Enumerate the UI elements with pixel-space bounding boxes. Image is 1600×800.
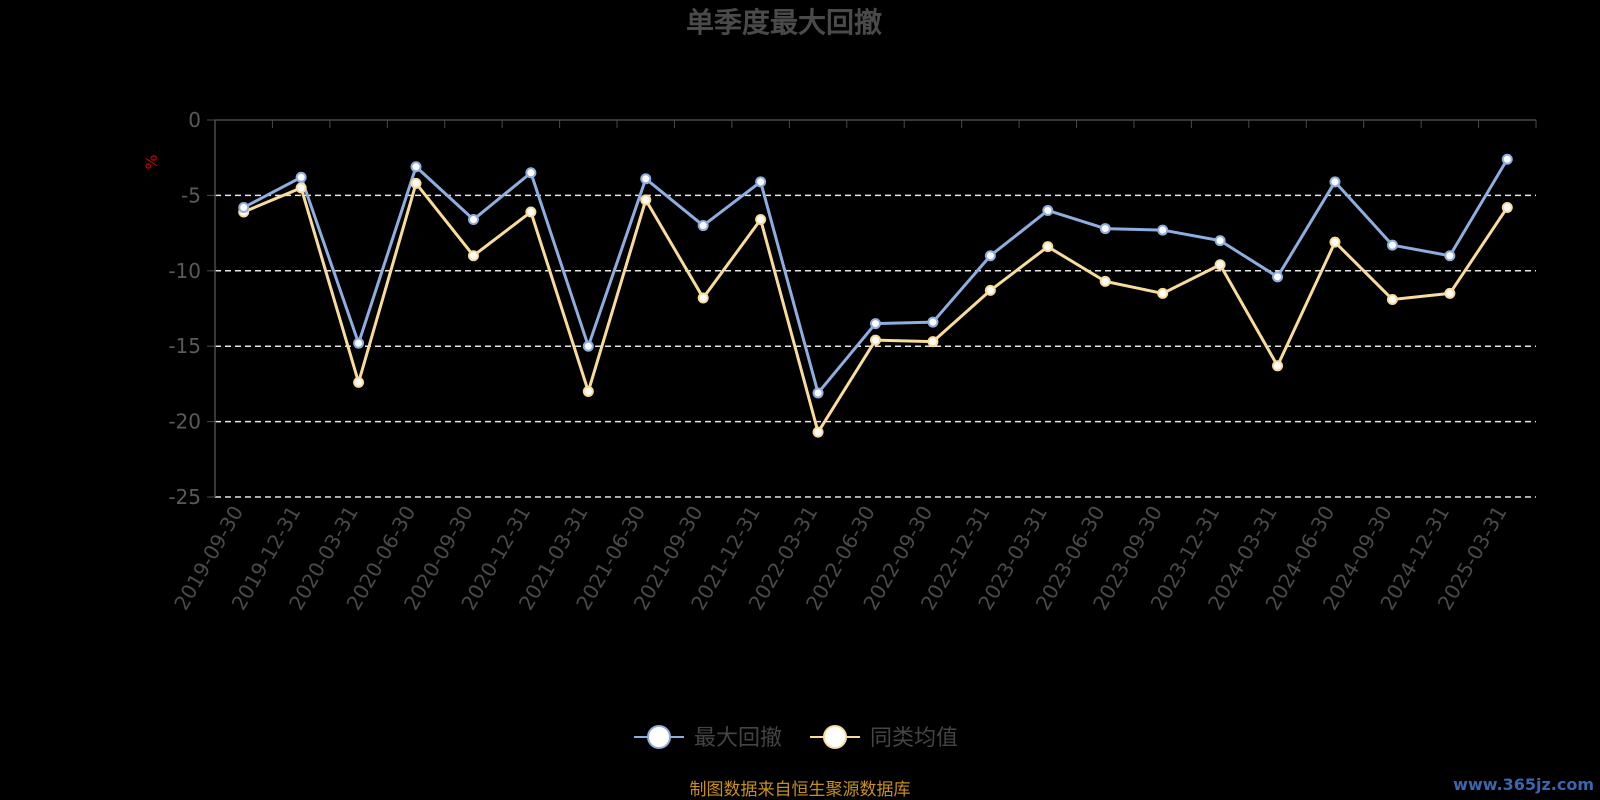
data-point[interactable] [467,250,479,262]
y-tick-label: -10 [168,259,201,283]
data-point[interactable] [582,385,594,397]
series-group [238,153,1513,438]
data-point[interactable] [812,387,824,399]
data-point[interactable] [697,292,709,304]
data-point[interactable] [1501,201,1513,213]
data-point[interactable] [812,426,824,438]
y-tick-labels: 0 -5 -10 -15 -20 -25 [168,108,201,509]
data-point[interactable] [1444,250,1456,262]
legend-label-drawdown: 最大回撤 [694,726,782,751]
y-tick-label: -5 [181,183,201,207]
legend-item-peer-average[interactable]: 同类均值 [810,725,958,751]
series-line-1 [243,181,1509,434]
data-point[interactable] [1501,153,1513,165]
data-point[interactable] [1329,176,1341,188]
data-point[interactable] [1042,204,1054,216]
legend[interactable]: 最大回撤 同类均值 [634,725,958,751]
data-point[interactable] [353,337,365,349]
data-point[interactable] [467,214,479,226]
data-point[interactable] [410,161,422,173]
data-point[interactable] [353,376,365,388]
legend-marker-peer-average [823,725,847,749]
data-point[interactable] [1272,271,1284,283]
data-point[interactable] [1386,293,1398,305]
chart-title: 单季度最大回撤 [686,6,882,39]
data-point[interactable] [1157,287,1169,299]
data-point[interactable] [1444,287,1456,299]
source-note: 制图数据来自恒生聚源数据库 [690,780,911,800]
data-point[interactable] [1099,275,1111,287]
y-axis-unit: % [142,154,161,169]
data-point[interactable] [525,167,537,179]
x-tick-labels: 2019-09-302019-12-312020-03-312020-06-30… [169,502,1511,615]
data-point[interactable] [870,334,881,346]
y-tick-label: -15 [168,334,201,358]
data-point[interactable] [1214,259,1226,271]
legend-marker-drawdown [647,725,671,749]
data-point[interactable] [1042,241,1054,253]
data-point[interactable] [1099,223,1111,235]
data-point[interactable] [410,177,422,189]
data-point[interactable] [1214,235,1226,247]
y-tick-label: 0 [188,108,201,132]
data-point[interactable] [870,318,881,330]
data-point[interactable] [640,173,652,185]
data-point[interactable] [1386,239,1398,251]
data-point[interactable] [1329,236,1341,248]
data-point[interactable] [927,336,939,348]
data-point[interactable] [640,194,652,206]
data-point[interactable] [927,316,939,328]
y-tick-label: -25 [168,485,201,509]
data-point[interactable] [984,284,996,296]
data-point[interactable] [295,171,307,183]
legend-label-peer-average: 同类均值 [870,726,958,751]
data-point[interactable] [755,176,767,188]
grid-lines [215,194,1536,498]
legend-item-drawdown[interactable]: 最大回撤 [634,725,782,751]
y-tick-label: -20 [168,410,201,434]
data-point[interactable] [1272,360,1284,372]
data-point[interactable] [582,340,594,352]
axes [207,119,1537,498]
watermark: www.365jz.com [1453,775,1594,794]
data-point[interactable] [295,182,307,194]
data-point[interactable] [984,250,996,262]
data-point[interactable] [525,206,537,218]
data-point[interactable] [755,214,767,226]
data-point[interactable] [1157,224,1169,236]
data-point[interactable] [238,201,250,213]
data-point[interactable] [697,220,709,232]
